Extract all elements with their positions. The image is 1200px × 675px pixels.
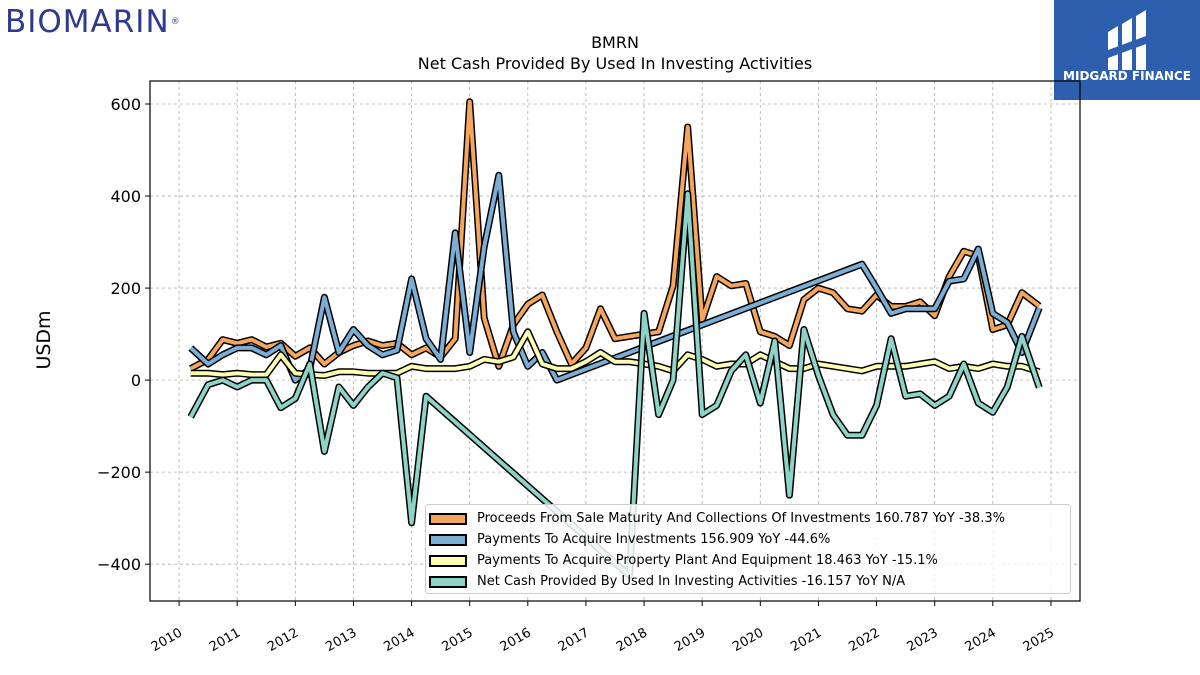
x-tick-label: 2020 (730, 625, 766, 655)
x-tick-label: 2021 (788, 625, 824, 655)
x-tick-label: 2016 (498, 625, 534, 655)
x-tick-label: 2023 (905, 625, 941, 655)
x-tick-label: 2019 (672, 625, 708, 655)
y-tick-label: 200 (110, 279, 141, 298)
legend-item: Payments To Acquire Property Plant And E… (426, 550, 1070, 571)
x-tick-label: 2018 (614, 625, 650, 655)
y-tick-label: 600 (110, 95, 141, 114)
x-tick-label: 2013 (323, 625, 359, 655)
legend-item: Proceeds From Sale Maturity And Collecti… (426, 508, 1070, 529)
midgard-logo-icon (1108, 10, 1146, 70)
legend-swatch-ppe (429, 554, 467, 567)
chart-subtitle: Net Cash Provided By Used In Investing A… (417, 54, 813, 73)
series-line-net-cash (188, 191, 1042, 578)
x-tick-label: 2025 (1021, 625, 1057, 655)
x-tick-label: 2012 (265, 625, 301, 655)
legend-label-proceeds: Proceeds From Sale Maturity And Collecti… (477, 511, 1005, 526)
chart-title: BMRN (591, 33, 639, 52)
legend: Proceeds From Sale Maturity And Collecti… (425, 504, 1071, 594)
legend-item: Payments To Acquire Investments 156.909 … (426, 529, 1070, 550)
x-tick-label: 2024 (963, 625, 999, 655)
midgard-finance-logo: MIDGARD FINANCE (1054, 0, 1200, 100)
legend-label-investments: Payments To Acquire Investments 156.909 … (477, 532, 831, 547)
x-tick-label: 2017 (556, 625, 592, 655)
series-line-proceeds (189, 99, 1041, 371)
legend-label-ppe: Payments To Acquire Property Plant And E… (477, 553, 938, 568)
chart-titles: BMRN Net Cash Provided By Used In Invest… (150, 32, 1080, 74)
y-tick-label: 400 (110, 187, 141, 206)
x-tick-label: 2014 (381, 625, 417, 655)
series-outline-investments (188, 171, 1043, 384)
legend-label-net-cash: Net Cash Provided By Used In Investing A… (477, 574, 906, 589)
legend-swatch-proceeds (429, 512, 467, 525)
legend-swatch-net-cash (429, 575, 467, 588)
y-tick-label: −200 (97, 463, 141, 482)
legend-item: Net Cash Provided By Used In Investing A… (426, 571, 1070, 592)
y-tick-label: 0 (131, 371, 141, 390)
midgard-logo-text: MIDGARD FINANCE (1063, 69, 1191, 83)
series-line-investments (189, 173, 1042, 383)
y-tick-label: −400 (97, 555, 141, 574)
x-tick-label: 2015 (440, 625, 476, 655)
x-tick-label: 2010 (149, 625, 185, 655)
x-tick-label: 2022 (846, 625, 882, 655)
plot-frame (149, 80, 1081, 602)
x-tick-label: 2011 (207, 625, 243, 655)
legend-swatch-investments (429, 533, 467, 546)
biomarin-logo: BIOMARIN® (5, 4, 181, 40)
